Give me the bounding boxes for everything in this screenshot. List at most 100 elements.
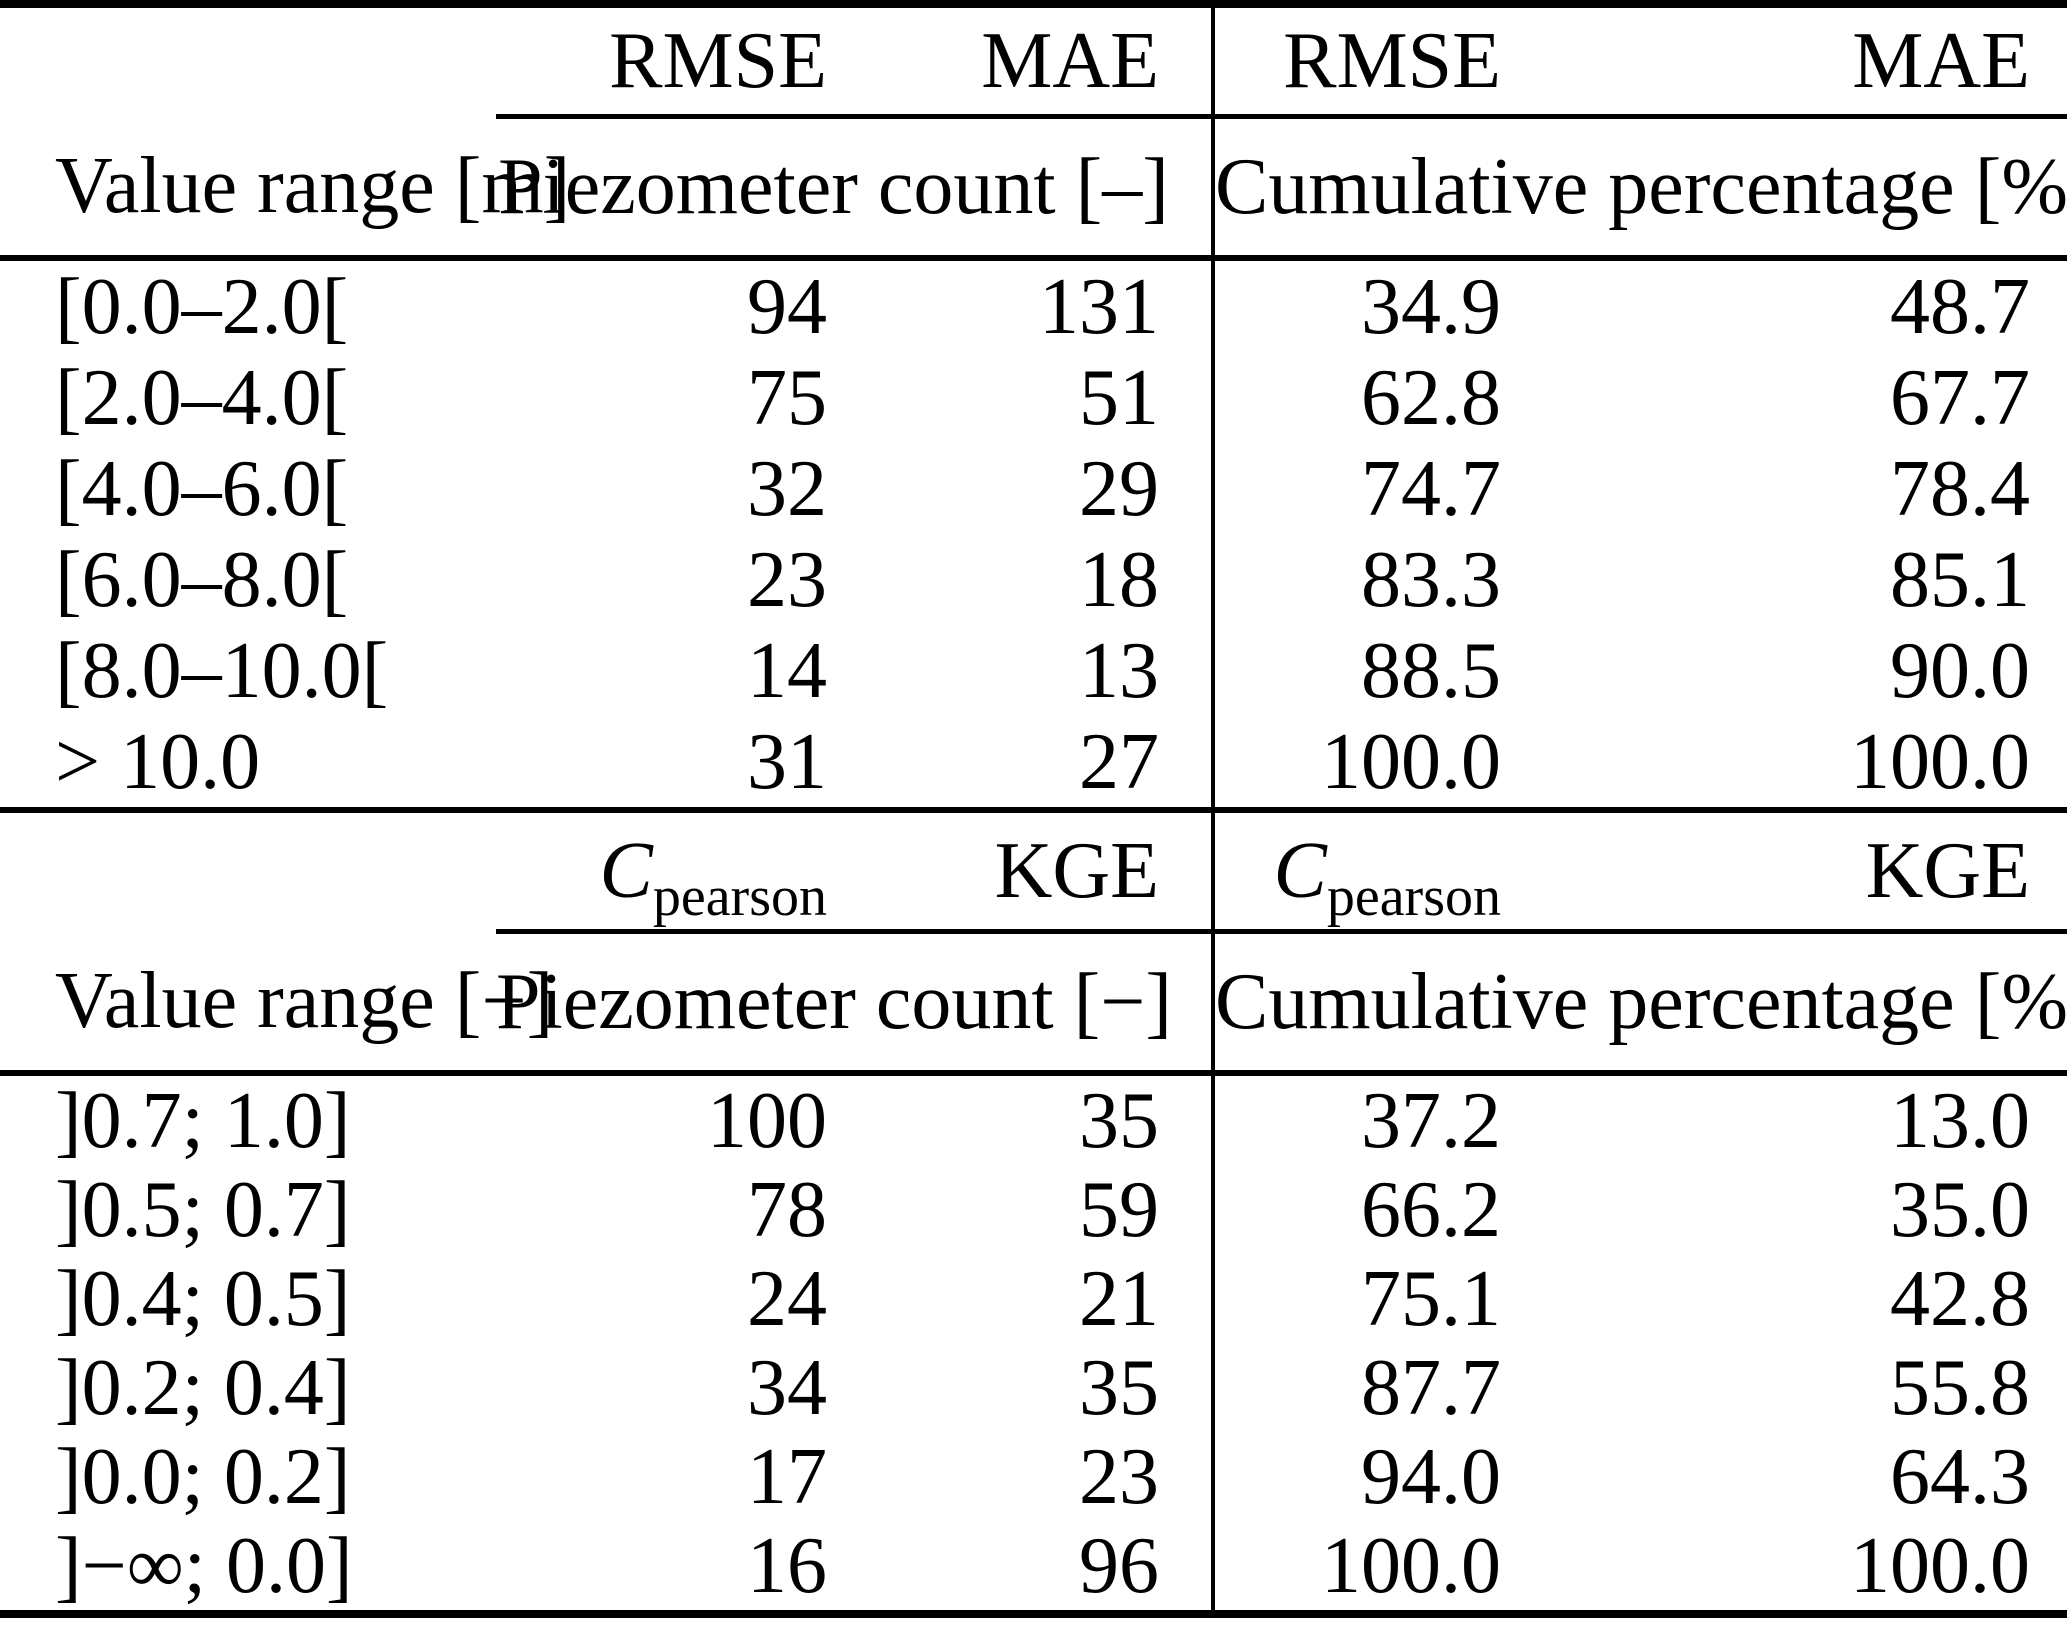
cumulative-col-b-cell: 85.1: [1890, 535, 2030, 624]
table-row: [6.0–8.0[ 23 18 83.3 85.1: [0, 534, 2067, 625]
cumulative-col-b-cell: 55.8: [1890, 1343, 2030, 1432]
value-range-cell: ]−∞; 0.0]: [55, 1521, 353, 1610]
metric-header-cpearson-count: Cpearson: [496, 813, 827, 934]
metric-header-kge-count: KGE: [827, 813, 1213, 934]
count-col-a-cell: 100: [707, 1076, 827, 1165]
count-col-a-cell: 17: [747, 1432, 827, 1521]
count-col-b-cell: 29: [1079, 444, 1159, 533]
count-col-a-cell: 14: [747, 626, 827, 715]
column-header-row: Value range [−] Piezometer count [−] Cum…: [0, 931, 2067, 1076]
cumulative-col-b-cell: 67.7: [1890, 353, 2030, 442]
count-col-a-cell: 24: [747, 1254, 827, 1343]
empty-corner-cell: [0, 813, 496, 932]
cumulative-col-b-cell: 100.0: [1850, 717, 2030, 806]
count-col-a-cell: 94: [747, 262, 827, 351]
piezometer-count-header: Piezometer count [−]: [496, 931, 1213, 1076]
column-header-row: Value range [m] Piezometer count [–] Cum…: [0, 116, 2067, 261]
cumulative-col-b-cell: 100.0: [1850, 1521, 2030, 1610]
top-rule: [0, 0, 2067, 8]
cumulative-col-b-cell: 78.4: [1890, 444, 2030, 533]
cumulative-col-b-cell: 35.0: [1890, 1165, 2030, 1254]
cumulative-col-a-cell: 62.8: [1211, 352, 1517, 443]
count-col-a-cell: 32: [747, 444, 827, 533]
count-col-b-cell: 35: [1079, 1343, 1159, 1432]
count-col-b-cell: 18: [1079, 535, 1159, 624]
cpearson-subscript: pearson: [1326, 866, 1501, 928]
empty-corner-cell: [0, 8, 496, 117]
count-col-b-cell: 21: [1079, 1254, 1159, 1343]
cumulative-col-a-cell: 83.3: [1211, 534, 1517, 625]
value-range-cell: [8.0–10.0[: [55, 626, 389, 715]
metric-header-mae-count: MAE: [827, 8, 1213, 119]
count-col-b-cell: 35: [1079, 1076, 1159, 1165]
count-col-a-cell: 16: [747, 1521, 827, 1610]
value-range-header: Value range [m]: [0, 116, 570, 261]
cumulative-percentage-header: Cumulative percentage [%]: [1211, 116, 2067, 261]
table-row: ]0.0; 0.2] 17 23 94.0 64.3: [0, 1432, 2067, 1521]
count-col-b-cell: 23: [1079, 1432, 1159, 1521]
scores-table: Cpearson KGE Cpearson KGE Value range [−…: [0, 813, 2067, 1610]
cumulative-col-b-cell: 48.7: [1890, 262, 2030, 351]
table-row: [0.0–2.0[ 94 131 34.9 48.7: [0, 258, 2067, 352]
cumulative-col-a-cell: 74.7: [1211, 443, 1517, 534]
value-range-cell: [0.0–2.0[: [55, 262, 349, 351]
count-col-b-cell: 96: [1079, 1521, 1159, 1610]
value-range-cell: ]0.4; 0.5]: [55, 1254, 351, 1343]
count-col-a-cell: 31: [747, 717, 827, 806]
cumulative-col-a-cell: 87.7: [1211, 1343, 1517, 1432]
cpearson-symbol: C: [1273, 827, 1327, 915]
count-col-b-cell: 27: [1079, 717, 1159, 806]
metric-header-rmse-count: RMSE: [496, 8, 827, 119]
cumulative-percentage-header: Cumulative percentage [%]: [1211, 931, 2067, 1076]
table-separator-rule: [0, 807, 2067, 813]
value-range-cell: > 10.0: [55, 717, 261, 806]
cumulative-col-a-cell: 94.0: [1211, 1432, 1517, 1521]
count-col-a-cell: 23: [747, 535, 827, 624]
value-range-cell: ]0.5; 0.7]: [55, 1165, 351, 1254]
table-row: ]0.5; 0.7] 78 59 66.2 35.0: [0, 1165, 2067, 1254]
value-range-cell: ]0.7; 1.0]: [55, 1076, 351, 1165]
cpearson-symbol: C: [599, 827, 653, 915]
count-col-b-cell: 59: [1079, 1165, 1159, 1254]
metric-header-cpearson-cum: Cpearson: [1211, 813, 1517, 934]
count-col-a-cell: 75: [747, 353, 827, 442]
table-row: [4.0–6.0[ 32 29 74.7 78.4: [0, 443, 2067, 534]
cumulative-col-b-cell: 42.8: [1890, 1254, 2030, 1343]
cumulative-col-b-cell: 64.3: [1890, 1432, 2030, 1521]
value-range-cell: ]0.2; 0.4]: [55, 1343, 351, 1432]
meters-table: RMSE MAE RMSE MAE Value range [m] Piezom…: [0, 8, 2067, 807]
count-col-b-cell: 51: [1079, 353, 1159, 442]
count-col-a-cell: 78: [747, 1165, 827, 1254]
value-range-cell: [6.0–8.0[: [55, 535, 349, 624]
table-row: ]0.4; 0.5] 24 21 75.1 42.8: [0, 1254, 2067, 1343]
cumulative-col-a-cell: 100.0: [1211, 716, 1517, 807]
cumulative-col-a-cell: 34.9: [1211, 258, 1517, 352]
value-range-cell: [4.0–6.0[: [55, 444, 349, 533]
count-col-a-cell: 34: [747, 1343, 827, 1432]
metric-header-row: Cpearson KGE Cpearson KGE: [0, 813, 2067, 934]
cumulative-col-a-cell: 37.2: [1211, 1073, 1517, 1165]
metric-header-kge-cum: KGE: [1517, 813, 2067, 934]
table-row: [2.0–4.0[ 75 51 62.8 67.7: [0, 352, 2067, 443]
value-range-cell: ]0.0; 0.2]: [55, 1432, 351, 1521]
cpearson-subscript: pearson: [652, 866, 827, 928]
cumulative-col-a-cell: 100.0: [1211, 1521, 1517, 1610]
metric-header-rmse-cum: RMSE: [1211, 8, 1517, 119]
table-row: ]0.7; 1.0] 100 35 37.2 13.0: [0, 1073, 2067, 1165]
cumulative-col-a-cell: 88.5: [1211, 625, 1517, 716]
metric-header-row: RMSE MAE RMSE MAE: [0, 8, 2067, 119]
table-row: ]0.2; 0.4] 34 35 87.7 55.8: [0, 1343, 2067, 1432]
value-range-header: Value range [−]: [0, 931, 553, 1076]
count-col-b-cell: 131: [1039, 262, 1159, 351]
metric-header-mae-cum: MAE: [1517, 8, 2067, 119]
value-range-cell: [2.0–4.0[: [55, 353, 349, 442]
bottom-rule: [0, 1610, 2067, 1618]
cumulative-col-a-cell: 66.2: [1211, 1165, 1517, 1254]
cumulative-col-a-cell: 75.1: [1211, 1254, 1517, 1343]
table-row: ]−∞; 0.0] 16 96 100.0 100.0: [0, 1521, 2067, 1610]
cumulative-col-b-cell: 90.0: [1890, 626, 2030, 715]
table-row: > 10.0 31 27 100.0 100.0: [0, 716, 2067, 807]
count-col-b-cell: 13: [1079, 626, 1159, 715]
cumulative-col-b-cell: 13.0: [1890, 1076, 2030, 1165]
piezometer-count-header: Piezometer count [–]: [496, 116, 1213, 261]
